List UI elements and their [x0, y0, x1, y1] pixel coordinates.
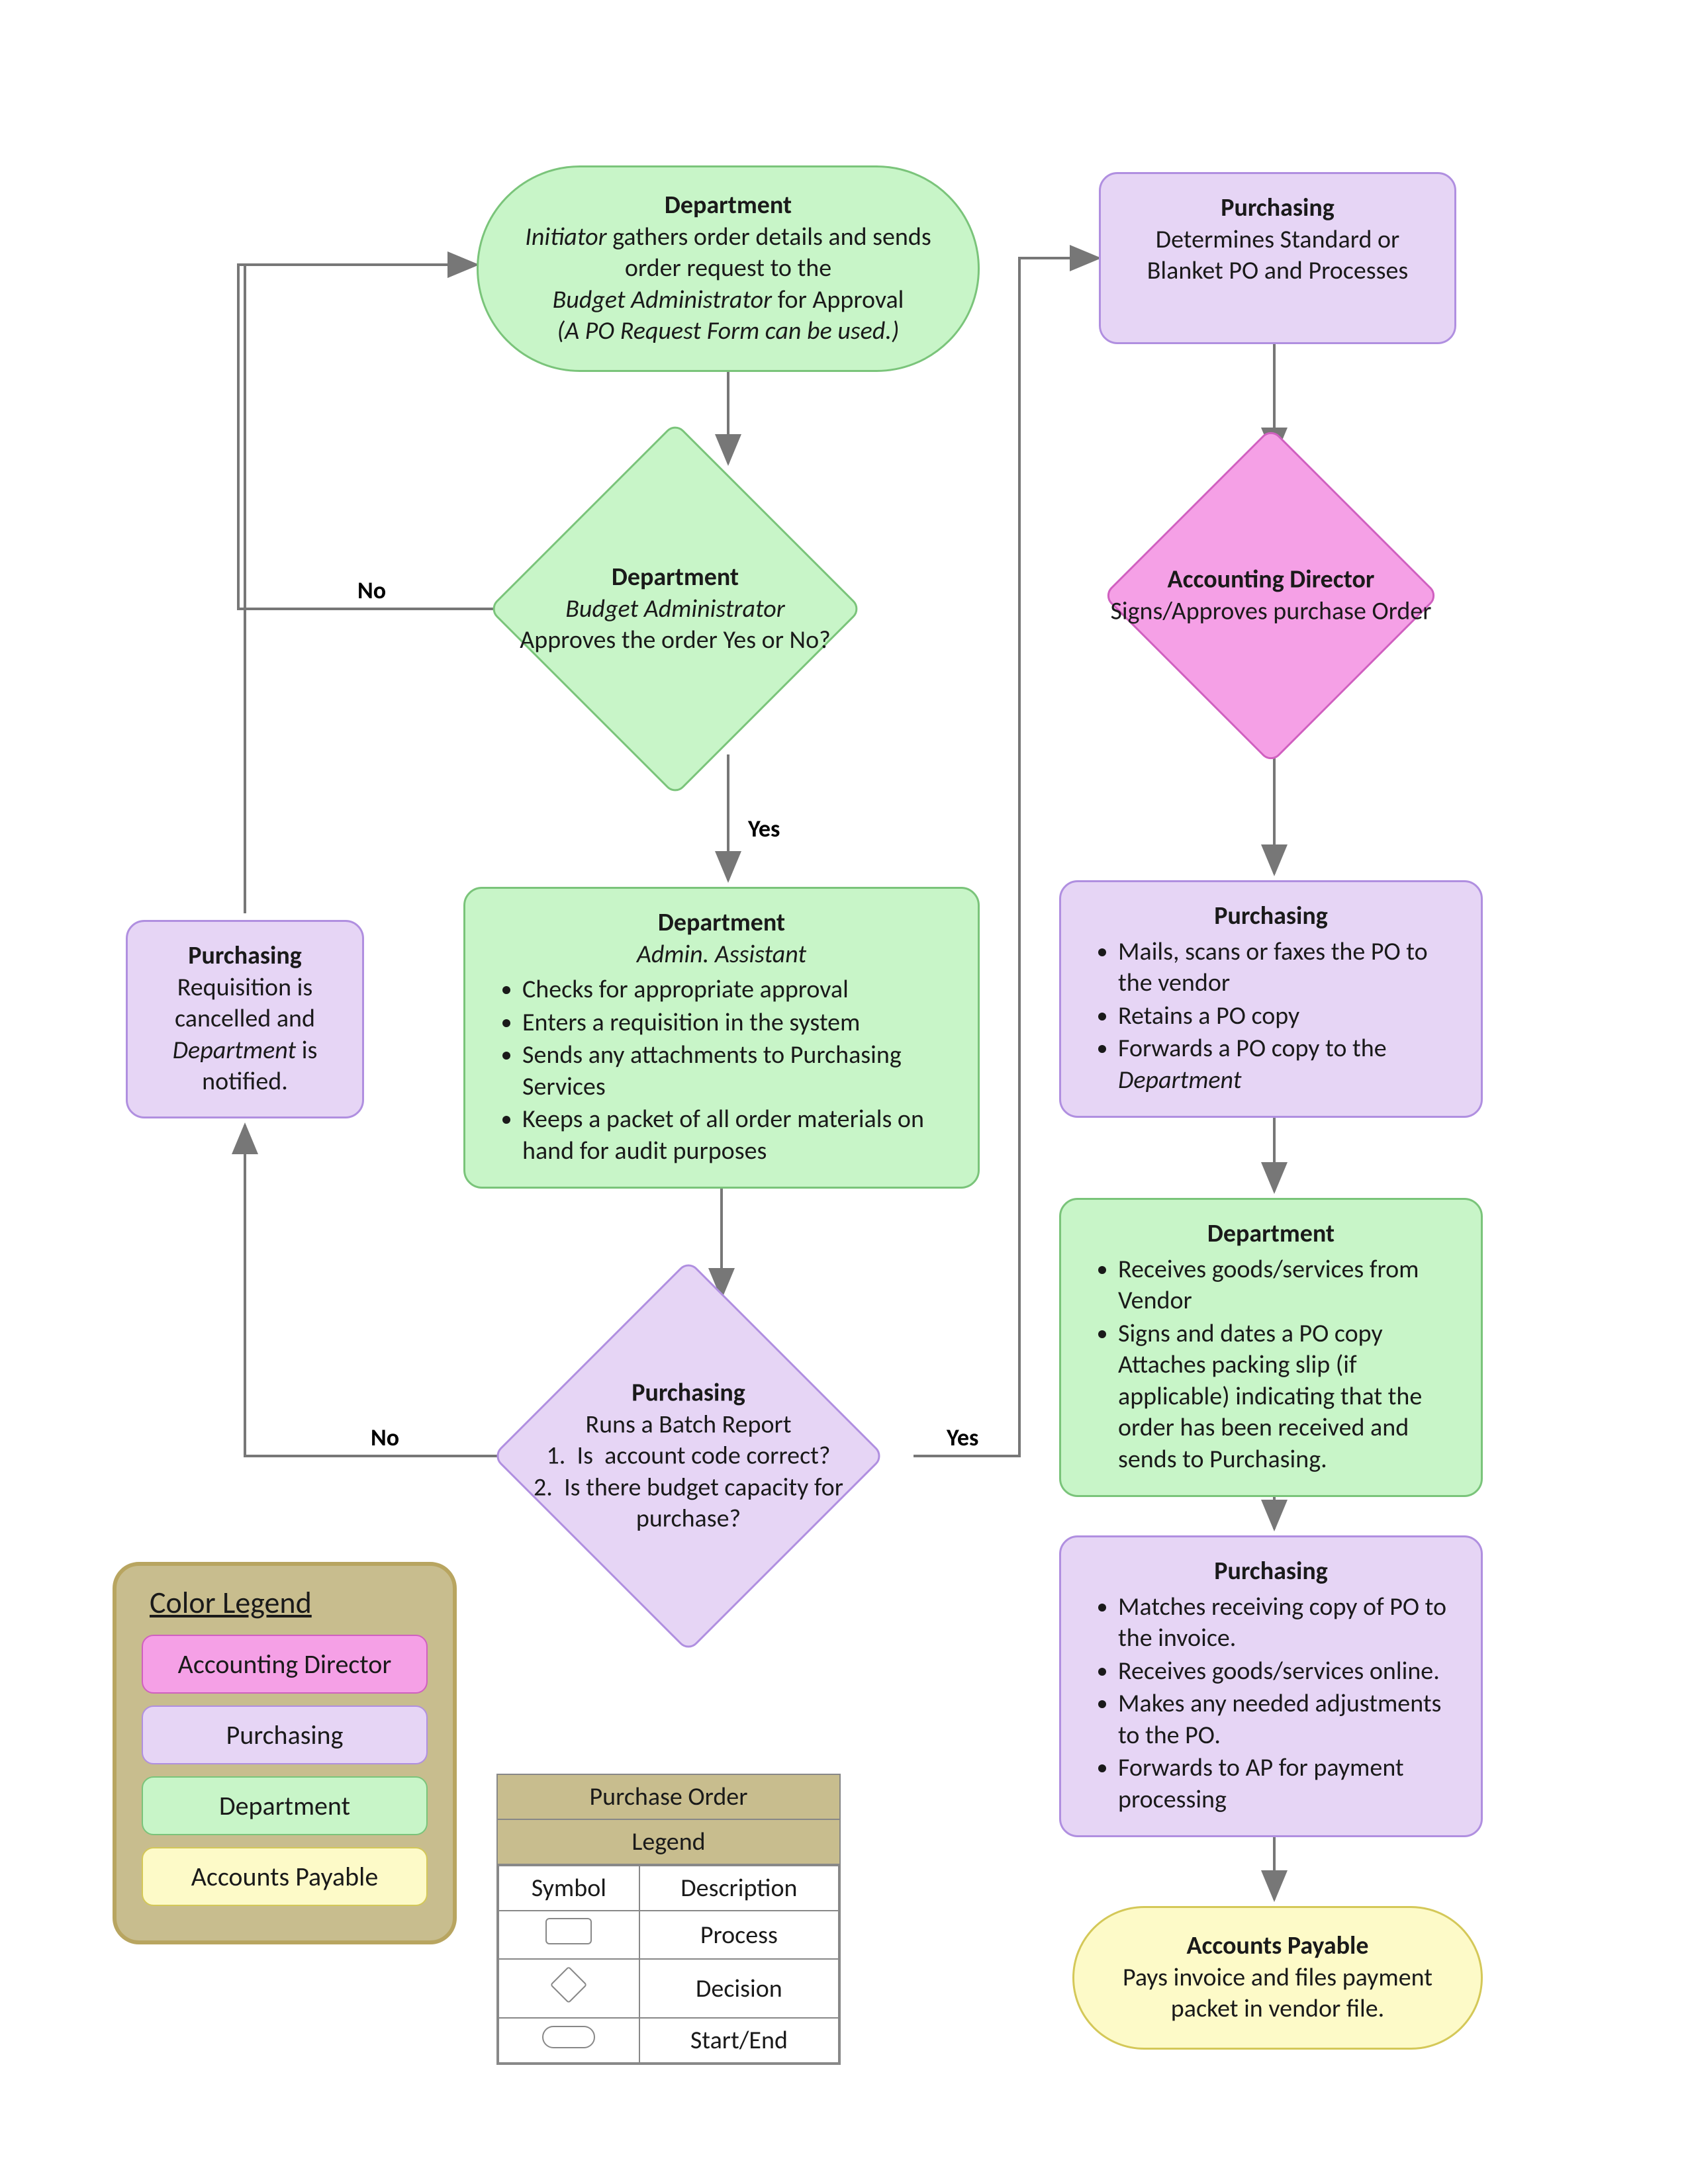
node-n3: DepartmentAdmin. AssistantChecks for app…: [463, 887, 980, 1189]
legend-symbol-diamond: [550, 1966, 588, 2004]
shape-legend-col1: Symbol: [498, 1866, 639, 1911]
node-text: PurchasingRuns a Batch Report1. Is accou…: [494, 1377, 883, 1535]
legend-swatch-purchasing: Purchasing: [142, 1706, 428, 1764]
node-n2: DepartmentBudget AdministratorApproves t…: [543, 477, 808, 741]
node-n7: Accounting DirectorSigns/Approves purcha…: [1152, 477, 1390, 715]
legend-desc: Start/End: [639, 2018, 839, 2063]
edge-label: No: [371, 1423, 399, 1452]
node-text: DepartmentBudget AdministratorApproves t…: [490, 562, 861, 657]
edge-n2-n1: [238, 265, 530, 609]
color-legend-title: Color Legend: [136, 1584, 433, 1621]
edge-label: No: [357, 576, 386, 605]
legend-symbol-rect: [545, 1918, 592, 1944]
node-n1: DepartmentInitiator gathers order detail…: [477, 165, 980, 372]
legend-symbol-terminator: [542, 2026, 595, 2048]
color-legend: Color Legend Accounting Director Purchasi…: [113, 1562, 457, 1944]
legend-desc: Process: [639, 1911, 839, 1959]
edge-label: Yes: [748, 814, 780, 843]
legend-swatch-department: Department: [142, 1776, 428, 1835]
legend-desc: Decision: [639, 1959, 839, 2018]
shape-legend-title1: Purchase Order: [498, 1775, 839, 1820]
edge-label: Yes: [947, 1423, 978, 1452]
legend-swatch-accounting_director: Accounting Director: [142, 1635, 428, 1694]
flowchart-page: Yes No No Yes DepartmentInitiator gathers o…: [0, 0, 1688, 2184]
shape-legend-title2: Legend: [498, 1820, 839, 1865]
node-n6: PurchasingDetermines Standard or Blanket…: [1099, 172, 1456, 344]
shape-legend: Purchase Order Legend Symbol Description…: [496, 1774, 841, 2065]
node-n4: PurchasingRuns a Batch Report1. Is accou…: [549, 1317, 827, 1595]
legend-swatch-accounts_payable: Accounts Payable: [142, 1847, 428, 1906]
node-n5: PurchasingRequisition is cancelled and D…: [126, 920, 364, 1118]
node-n11: Accounts PayablePays invoice and files p…: [1072, 1906, 1483, 2050]
node-n8: PurchasingMails, scans or faxes the PO t…: [1059, 880, 1483, 1118]
node-n10: PurchasingMatches receiving copy of PO t…: [1059, 1535, 1483, 1837]
node-n9: DepartmentReceives goods/services from V…: [1059, 1198, 1483, 1497]
node-text: Accounting DirectorSigns/Approves purcha…: [1104, 565, 1438, 627]
shape-legend-col2: Description: [639, 1866, 839, 1911]
